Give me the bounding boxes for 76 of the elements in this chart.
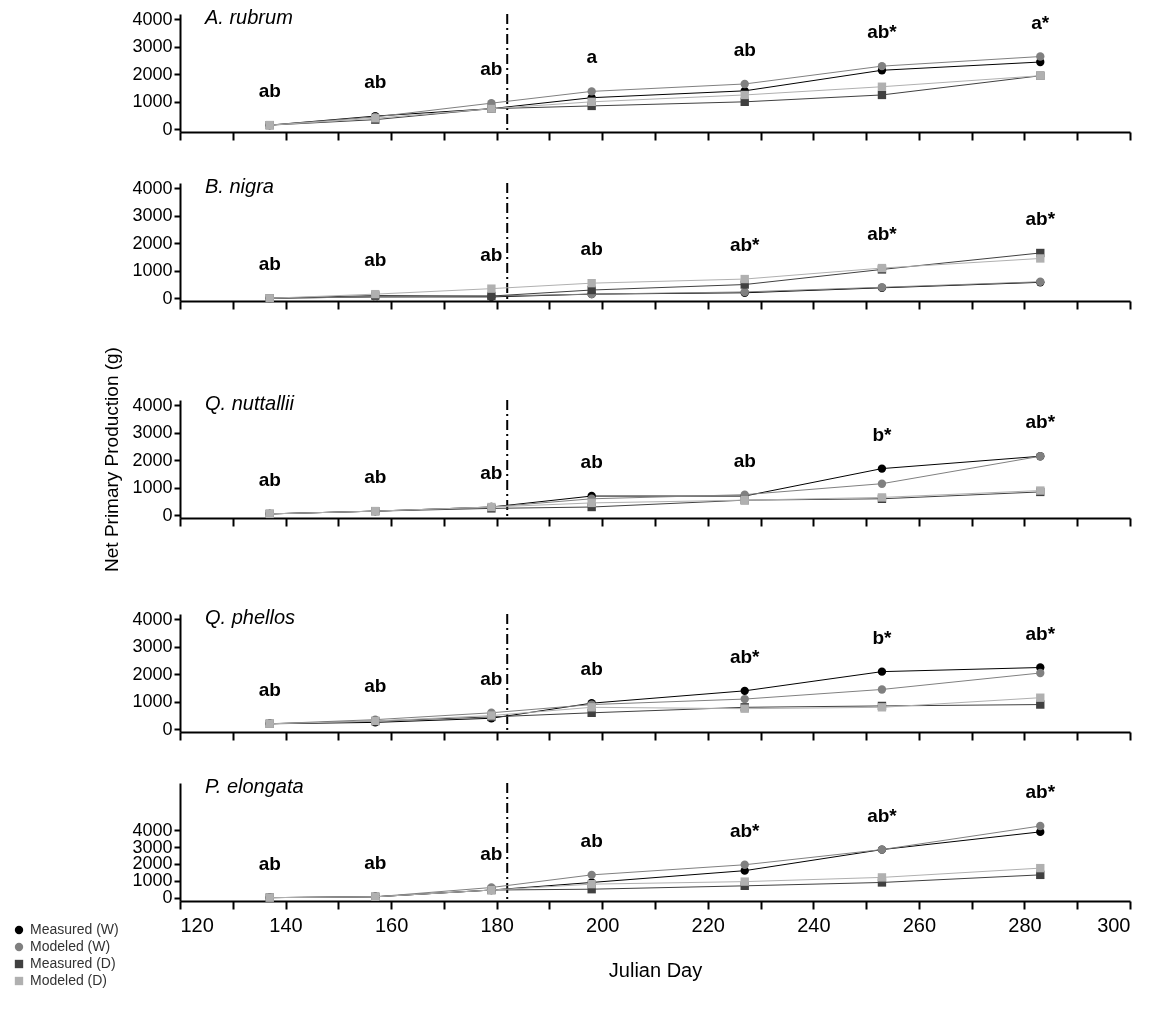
chart-title: P. elongata bbox=[205, 775, 304, 797]
annotation: a* bbox=[1031, 11, 1050, 33]
annotation: ab bbox=[364, 71, 387, 93]
annotation: ab bbox=[480, 243, 503, 265]
x-tick-label: 180 bbox=[480, 913, 514, 936]
legend-label: Modeled (D) bbox=[30, 972, 108, 988]
annotation: a bbox=[586, 46, 598, 68]
annotation: ab* bbox=[867, 21, 898, 43]
annotation: ab bbox=[480, 462, 503, 484]
y-tick-label: 2000 bbox=[132, 63, 173, 84]
annotation: ab* bbox=[729, 234, 761, 256]
chart-title: Q. nuttallii bbox=[205, 392, 295, 414]
annotation: ab bbox=[580, 451, 603, 473]
y-tick-label: 2000 bbox=[132, 449, 173, 470]
y-tick-label: 3000 bbox=[132, 205, 173, 226]
y-tick-label: 0 bbox=[162, 287, 173, 308]
annotation: ab bbox=[258, 678, 281, 700]
y-tick-label: 4000 bbox=[132, 394, 173, 415]
y-tick-label: 3000 bbox=[132, 636, 173, 657]
y-tick-label: 1000 bbox=[132, 691, 173, 712]
x-tick-label: 120 bbox=[180, 913, 214, 936]
annotation: ab bbox=[258, 852, 281, 874]
annotation: ab bbox=[480, 58, 503, 80]
annotation: ab bbox=[364, 851, 387, 873]
annotation: ab bbox=[733, 449, 756, 471]
annotation: ab bbox=[364, 249, 387, 271]
annotation: b* bbox=[872, 626, 893, 648]
chart-title: Q. phellos bbox=[205, 606, 296, 628]
x-tick-label: 220 bbox=[691, 913, 725, 936]
chart-title: A. rubrum bbox=[204, 6, 293, 28]
y-tick-label: 0 bbox=[162, 718, 173, 739]
y-tick-label: 1000 bbox=[132, 477, 173, 498]
y-tick-label: 4000 bbox=[132, 177, 173, 198]
y-tick-label: 0 bbox=[162, 504, 173, 525]
legend-label: Measured (W) bbox=[30, 921, 119, 937]
annotation: ab* bbox=[867, 804, 898, 826]
x-tick-label: 240 bbox=[797, 913, 831, 936]
y-tick-label: 4000 bbox=[132, 8, 173, 29]
annotation: ab bbox=[480, 842, 503, 864]
y-tick-label: 1000 bbox=[132, 91, 173, 112]
annotation: ab* bbox=[729, 819, 761, 841]
annotation: ab* bbox=[729, 645, 761, 667]
x-tick-label: 260 bbox=[902, 913, 937, 936]
y-tick-label: 2000 bbox=[132, 663, 173, 684]
annotation: ab bbox=[258, 80, 281, 102]
annotation: b* bbox=[872, 423, 893, 445]
x-tick-label: 140 bbox=[269, 913, 303, 936]
y-tick-label: 3000 bbox=[132, 36, 173, 57]
annotation: ab bbox=[364, 674, 387, 696]
y-axis-title: Net Primary Production (g) bbox=[101, 347, 123, 572]
annotation: ab* bbox=[1025, 207, 1056, 229]
y-tick-label: 4000 bbox=[132, 608, 173, 629]
y-tick-label: 0 bbox=[162, 118, 173, 139]
y-tick-label: 1000 bbox=[132, 260, 173, 281]
x-tick-label: 280 bbox=[1008, 913, 1042, 936]
annotation: ab bbox=[580, 658, 603, 680]
annotation: ab bbox=[480, 667, 503, 689]
x-tick-label: 300 bbox=[1097, 913, 1131, 936]
annotation: ab bbox=[580, 829, 603, 851]
annotation: ab* bbox=[1025, 411, 1056, 433]
annotation: ab bbox=[733, 38, 756, 60]
x-axis-title: Julian Day bbox=[608, 958, 703, 981]
legend-label: Modeled (W) bbox=[30, 938, 111, 954]
x-tick-label: 200 bbox=[586, 913, 620, 936]
annotation: ab* bbox=[867, 223, 898, 245]
annotation: ab bbox=[580, 238, 603, 260]
y-tick-label: 3000 bbox=[132, 422, 173, 443]
y-tick-label: 2000 bbox=[132, 232, 173, 253]
x-tick-label: 160 bbox=[374, 913, 409, 936]
annotation: ab* bbox=[1025, 780, 1056, 802]
legend-label: Measured (D) bbox=[30, 955, 116, 971]
annotation: ab* bbox=[1025, 622, 1056, 644]
annotation: ab bbox=[258, 253, 281, 275]
annotation: ab bbox=[258, 468, 281, 490]
annotation: ab bbox=[364, 466, 387, 488]
chart-title: B. nigra bbox=[205, 175, 274, 197]
